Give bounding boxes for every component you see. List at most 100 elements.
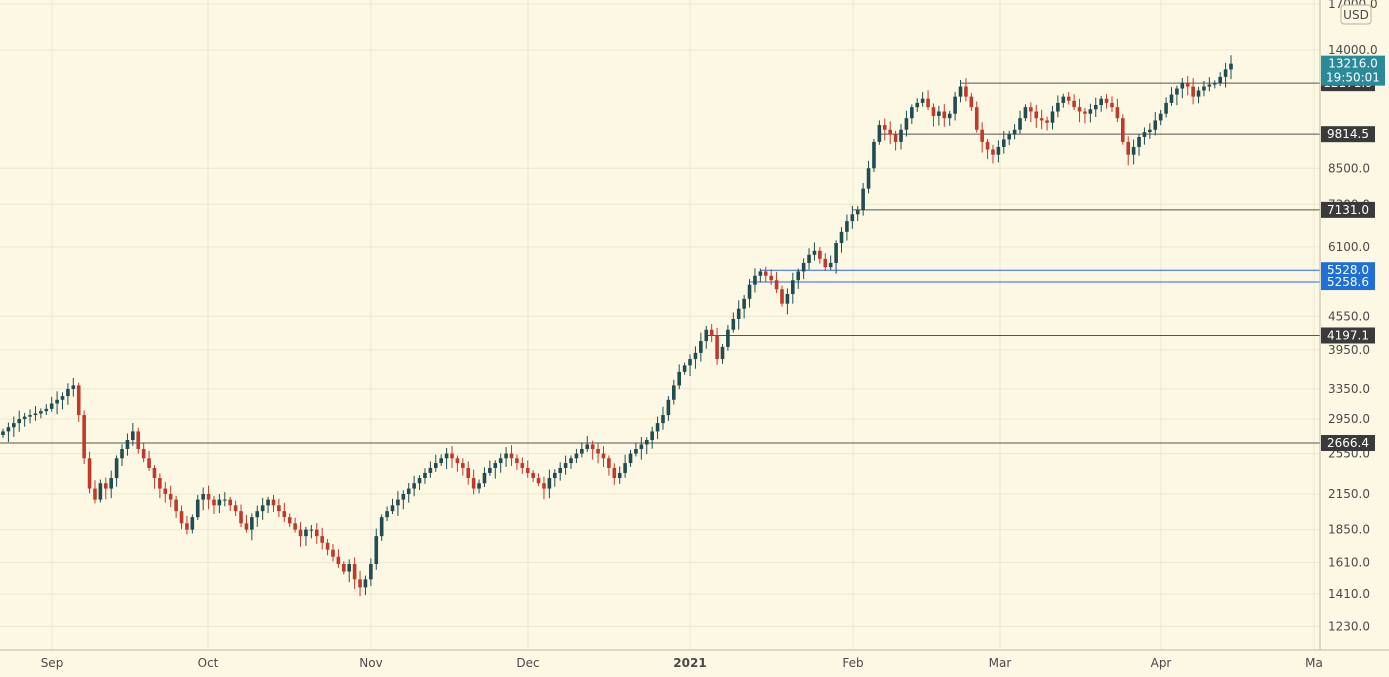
currency-badge[interactable]: USD (1340, 4, 1372, 25)
candle-body (1158, 113, 1163, 121)
candle-body (39, 411, 43, 414)
candle (152, 465, 157, 489)
candle-body (1169, 94, 1174, 103)
candle-body (141, 448, 146, 459)
candle (709, 324, 714, 343)
candle (931, 103, 936, 127)
candle-body (866, 168, 871, 189)
time-tick-label: Nov (359, 656, 382, 670)
candle (1029, 102, 1033, 123)
candle-body (953, 96, 957, 114)
level-tag: 7131.0 (1321, 201, 1375, 218)
candle (672, 379, 676, 405)
price-tick-label: 1410.0 (1328, 587, 1370, 601)
time-tick-label: Ma (1305, 656, 1323, 670)
candle-body (33, 413, 38, 416)
candle (569, 455, 573, 469)
candle (412, 475, 416, 497)
candle-body (980, 129, 984, 142)
candle (1007, 130, 1012, 146)
candle-body (704, 329, 709, 342)
candle (726, 325, 730, 351)
candle-body (688, 359, 692, 366)
candle (634, 443, 638, 457)
candle (715, 327, 719, 365)
candle (1180, 77, 1185, 99)
candle-body (1104, 98, 1109, 103)
candle (1153, 112, 1158, 136)
candle-body (477, 483, 481, 489)
last-price-value: 13216.0 (1328, 57, 1378, 71)
candle-body (304, 529, 308, 537)
candle (520, 457, 525, 474)
candle (1131, 139, 1136, 165)
candle-body (731, 318, 736, 330)
candle (433, 454, 438, 472)
candle (661, 406, 665, 430)
candle (601, 446, 606, 467)
candle-body (1202, 86, 1206, 91)
candle-body (498, 458, 503, 464)
candle (504, 447, 508, 467)
candle (1185, 76, 1190, 96)
candle (655, 416, 660, 440)
candle-body (1229, 63, 1233, 70)
price-tags: 12171.99814.57131.05528.05258.64197.1266… (1321, 55, 1385, 452)
candle (585, 436, 590, 452)
candle (304, 526, 308, 546)
candle-body (585, 444, 590, 449)
candle-body (266, 499, 270, 506)
candle-body (904, 118, 909, 130)
candle-body (580, 448, 584, 454)
candle (542, 476, 546, 500)
candle-body (66, 388, 70, 397)
candle-body (131, 431, 135, 441)
candle (401, 490, 406, 510)
candles (1, 55, 1233, 597)
candle (222, 492, 227, 507)
candle (763, 266, 768, 282)
candle (910, 104, 914, 124)
candle (12, 416, 16, 437)
candle-body (607, 458, 611, 468)
candle-body (1045, 120, 1049, 123)
candle-body (206, 494, 211, 500)
candle (818, 247, 822, 264)
candle (369, 558, 373, 587)
price-tick-label: 3950.0 (1328, 343, 1370, 357)
candle-body (682, 365, 687, 372)
candle-body (342, 564, 346, 572)
candle-body (244, 523, 249, 530)
candle-body (369, 564, 373, 580)
candle-body (699, 341, 703, 353)
candle-body (1115, 107, 1120, 119)
candle-body (753, 275, 757, 285)
candle (1202, 80, 1206, 97)
candle (785, 288, 790, 315)
candle (168, 485, 173, 508)
candle (174, 495, 178, 518)
candle (888, 121, 892, 145)
candle-body (666, 399, 671, 416)
time-tick-label: Sep (41, 656, 64, 670)
candle-body (601, 453, 606, 459)
candle (861, 183, 865, 216)
candle-body (6, 427, 11, 432)
price-tick-label: 1230.0 (1328, 619, 1370, 633)
level-tag-box (1321, 126, 1375, 143)
candle (1, 428, 5, 438)
candle-body (942, 111, 947, 119)
candle (17, 410, 22, 432)
candle (623, 454, 627, 478)
candle-body (331, 549, 335, 557)
candle-body (287, 517, 292, 524)
candle (417, 475, 422, 490)
candle-body (1196, 90, 1201, 97)
candle (531, 470, 535, 482)
candle-body (271, 499, 276, 506)
candle (331, 544, 335, 562)
candle-body (1142, 132, 1147, 137)
candle (1121, 114, 1125, 145)
candle (926, 90, 930, 111)
